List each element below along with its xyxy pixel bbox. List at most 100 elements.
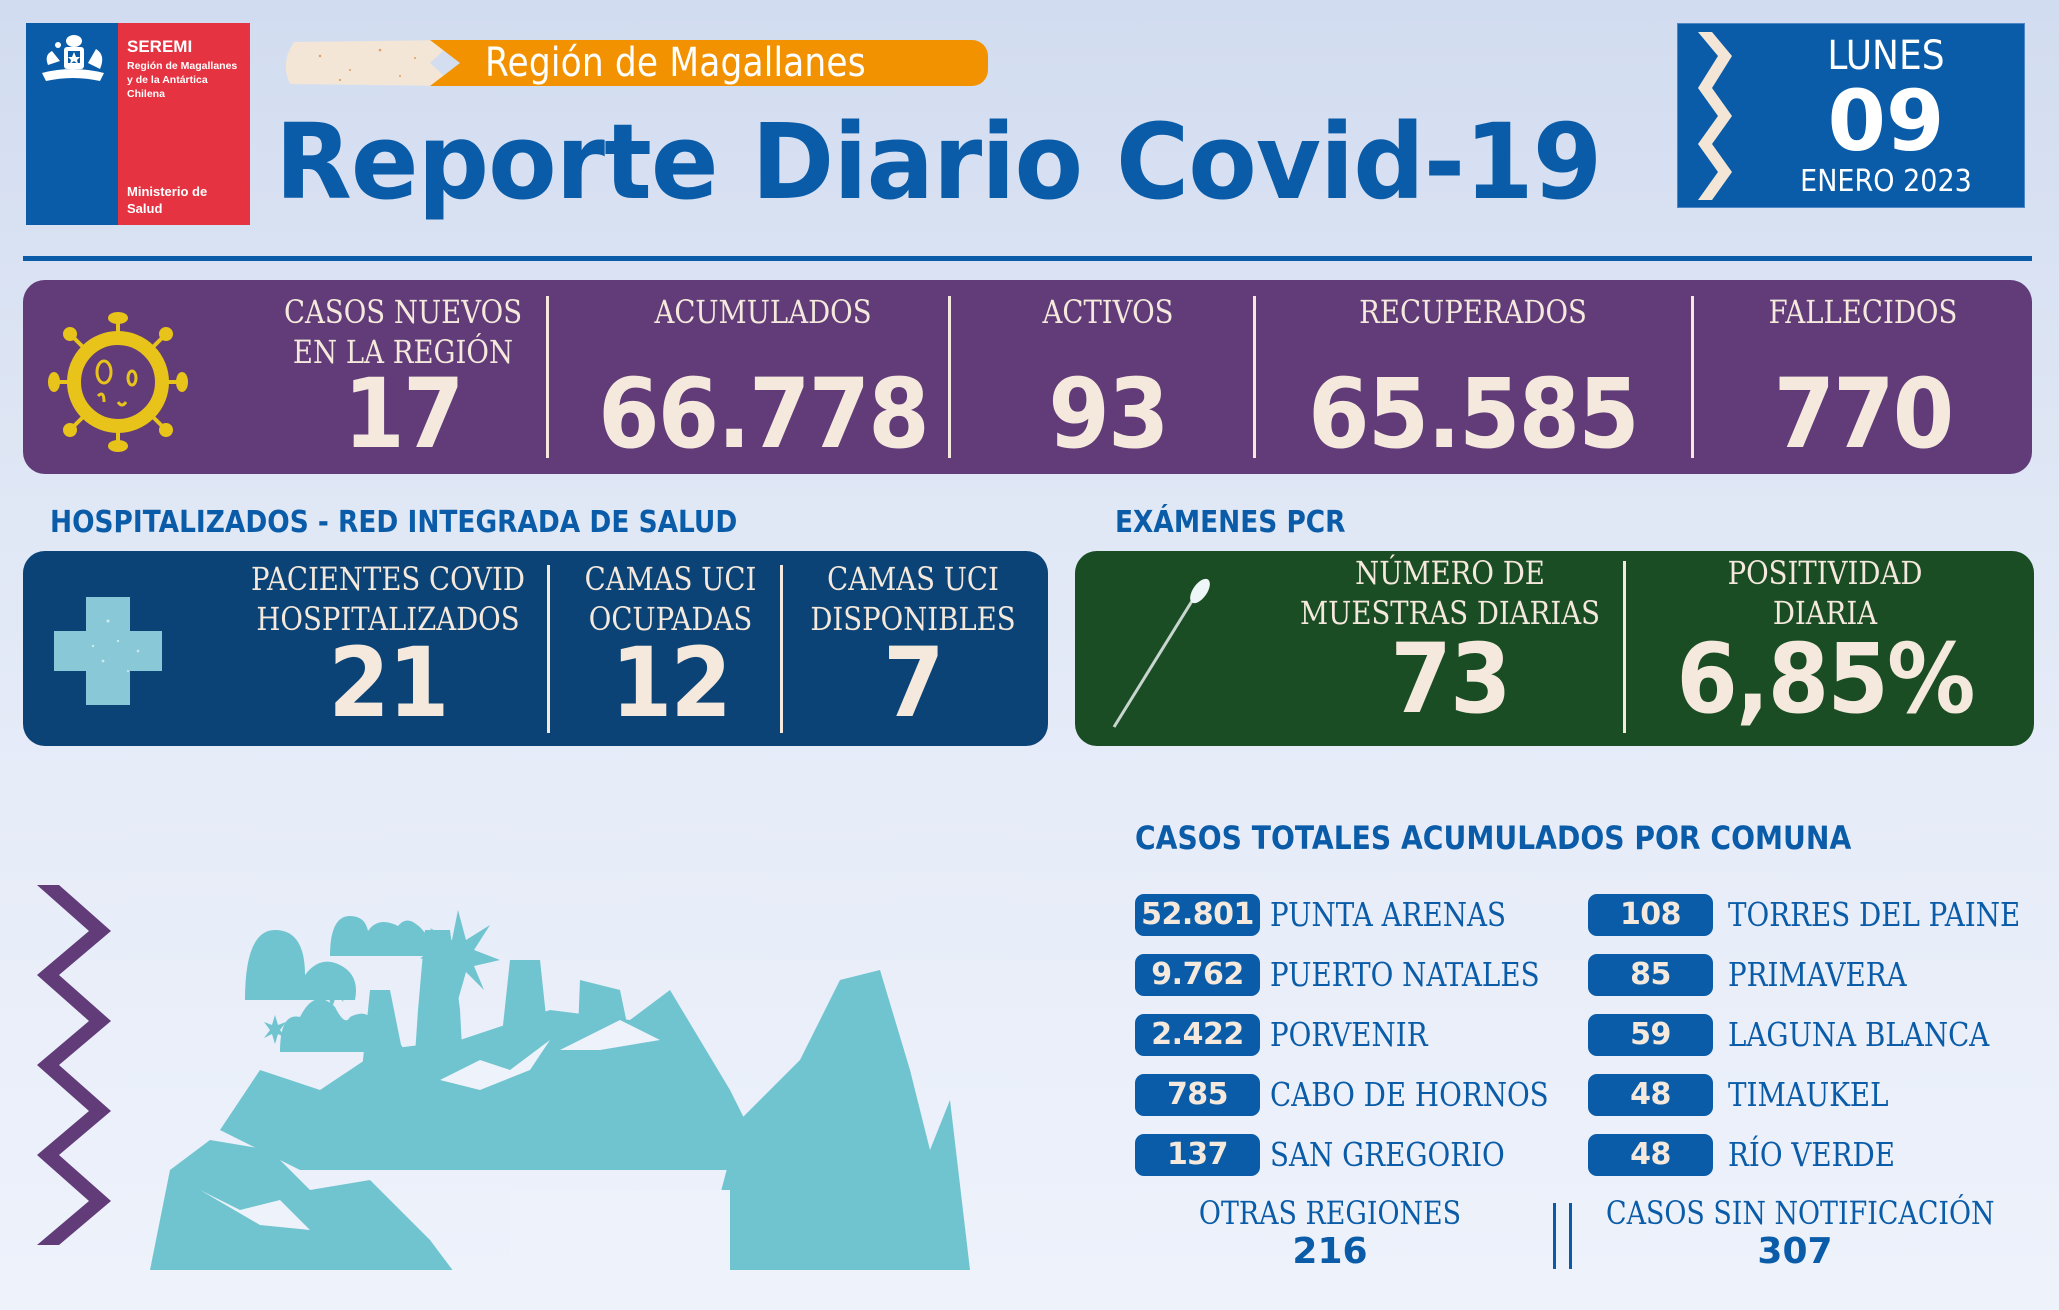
stat-value: 66.778 bbox=[598, 358, 930, 470]
stat-label: FALLECIDOS bbox=[1768, 293, 1958, 331]
ribbon-band bbox=[430, 40, 988, 86]
stat-label: NÚMERO DE bbox=[1355, 554, 1545, 592]
comuna-value: 108 bbox=[1588, 894, 1713, 936]
comuna-value: 785 bbox=[1135, 1074, 1260, 1116]
pcr-card: NÚMERO DE MUESTRAS DIARIAS 73 POSITIVIDA… bbox=[1075, 551, 2034, 746]
stat-label: POSITIVIDAD bbox=[1727, 554, 1923, 592]
stat-camas-uci-disponibles: CAMAS UCI DISPONIBLES 7 bbox=[788, 559, 1038, 733]
logo-region-line: Región de Magallanes bbox=[127, 60, 238, 72]
separator bbox=[1553, 1203, 1556, 1269]
stat-label: ACUMULADOS bbox=[654, 293, 872, 331]
stat-camas-uci-ocupadas: CAMAS UCI OCUPADAS 12 bbox=[553, 559, 788, 733]
stat-label: ACTIVOS bbox=[1042, 293, 1174, 331]
seremi-logo: SEREMI Región de Magallanes y de la Antá… bbox=[26, 23, 250, 225]
stat-value: 73 bbox=[1390, 623, 1511, 735]
stat-label: MUESTRAS DIARIAS bbox=[1299, 594, 1600, 632]
sin-notificacion-label: CASOS SIN NOTIFICACIÓN bbox=[1606, 1194, 1995, 1232]
stat-recuperados: RECUPERADOS 65.585 bbox=[1263, 292, 1683, 464]
stat-label: CAMAS UCI bbox=[584, 560, 757, 598]
purple-zigzag-icon bbox=[37, 885, 111, 1245]
stat-activos: ACTIVOS 93 bbox=[963, 292, 1253, 464]
stat-casos-nuevos: CASOS NUEVOS EN LA REGIÓN 17 bbox=[223, 292, 583, 464]
comuna-value: 48 bbox=[1588, 1134, 1713, 1176]
comuna-value: 137 bbox=[1135, 1134, 1260, 1176]
comuna-name: TORRES DEL PAINE bbox=[1728, 895, 2021, 934]
comuna-name: SAN GREGORIO bbox=[1270, 1135, 1505, 1174]
separator bbox=[546, 296, 549, 458]
comuna-name: PORVENIR bbox=[1270, 1015, 1428, 1054]
separator bbox=[547, 565, 550, 733]
stat-pacientes-hospitalizados: PACIENTES COVID HOSPITALIZADOS 21 bbox=[203, 559, 573, 733]
pcr-heading: EXÁMENES PCR bbox=[1115, 505, 1346, 540]
stat-value: 6,85% bbox=[1676, 623, 1975, 735]
comuna-value: 59 bbox=[1588, 1014, 1713, 1056]
comuna-value: 85 bbox=[1588, 954, 1713, 996]
stat-label: PACIENTES COVID bbox=[251, 560, 525, 598]
separator bbox=[1691, 296, 1694, 458]
sin-notificacion-value: 307 bbox=[1757, 1231, 1833, 1272]
torres-del-paine-illustration bbox=[150, 910, 970, 1270]
comuna-name: PUERTO NATALES bbox=[1270, 955, 1540, 994]
comuna-value: 2.422 bbox=[1135, 1014, 1260, 1056]
logo-ministerio-text: Ministerio de Salud bbox=[127, 183, 207, 217]
date-month-year: ENERO 2023 bbox=[1800, 164, 1972, 199]
hospital-card: PACIENTES COVID HOSPITALIZADOS 21 CAMAS … bbox=[23, 551, 1048, 746]
comuna-value: 9.762 bbox=[1135, 954, 1260, 996]
date-box: LUNES 09 ENERO 2023 bbox=[1677, 23, 2025, 208]
comuna-value: 52.801 bbox=[1135, 894, 1260, 936]
separator bbox=[780, 565, 783, 733]
medical-cross-icon bbox=[54, 597, 162, 705]
comuna-name: PRIMAVERA bbox=[1728, 955, 1907, 994]
comuna-name: RÍO VERDE bbox=[1728, 1135, 1895, 1174]
zigzag-icon bbox=[1698, 32, 1732, 200]
separator bbox=[1253, 296, 1256, 458]
date-day: 09 bbox=[1827, 72, 1945, 170]
date-weekday: LUNES bbox=[1827, 33, 1945, 79]
comuna-name: LAGUNA BLANCA bbox=[1728, 1015, 1990, 1054]
region-ribbon: Región de Magallanes bbox=[280, 36, 988, 90]
stat-label: EN LA REGIÓN bbox=[292, 333, 514, 371]
coat-of-arms-icon bbox=[42, 35, 104, 81]
comuna-name: TIMAUKEL bbox=[1728, 1075, 1889, 1114]
virus-icon bbox=[48, 312, 188, 452]
summary-card: CASOS NUEVOS EN LA REGIÓN 17 ACUMULADOS … bbox=[23, 280, 2032, 474]
separator bbox=[948, 296, 951, 458]
stat-value: 93 bbox=[1048, 358, 1169, 470]
otras-regiones: OTRAS REGIONES 216 bbox=[1150, 1194, 1510, 1272]
logo-red-panel: SEREMI Región de Magallanes y de la Antá… bbox=[118, 23, 250, 225]
ribbon-tail-icon bbox=[285, 40, 455, 86]
stat-label: OCUPADAS bbox=[588, 600, 753, 638]
casos-sin-notificacion: CASOS SIN NOTIFICACIÓN 307 bbox=[1570, 1194, 2020, 1272]
stat-value: 21 bbox=[328, 627, 449, 739]
stat-label: CAMAS UCI bbox=[827, 560, 999, 598]
stat-muestras-diarias: NÚMERO DE MUESTRAS DIARIAS 73 bbox=[1250, 553, 1650, 729]
stat-fallecidos: FALLECIDOS 770 bbox=[1703, 292, 2023, 464]
swab-icon bbox=[1112, 578, 1210, 728]
stat-label: CASOS NUEVOS bbox=[283, 293, 523, 331]
header-divider bbox=[23, 256, 2032, 261]
logo-region-line: Chilena bbox=[127, 88, 165, 100]
otras-regiones-value: 216 bbox=[1292, 1231, 1368, 1272]
stat-positividad-diaria: POSITIVIDAD DIARIA 6,85% bbox=[1635, 553, 2015, 729]
comuna-name: PUNTA ARENAS bbox=[1270, 895, 1506, 934]
separator bbox=[1623, 561, 1626, 733]
stat-label: DISPONIBLES bbox=[810, 600, 1016, 638]
stat-label: HOSPITALIZADOS bbox=[256, 600, 520, 638]
logo-seremi-text: SEREMI bbox=[127, 37, 193, 56]
hospital-heading: HOSPITALIZADOS - RED INTEGRADA DE SALUD bbox=[50, 505, 738, 540]
stat-value: 17 bbox=[343, 358, 464, 470]
stat-value: 7 bbox=[883, 627, 944, 739]
logo-region-line: y de la Antártica bbox=[127, 74, 208, 86]
stat-value: 12 bbox=[610, 627, 732, 739]
stat-value: 770 bbox=[1773, 358, 1955, 470]
comunas-heading: CASOS TOTALES ACUMULADOS POR COMUNA bbox=[1135, 819, 1852, 857]
logo-ministerio-line: Ministerio de bbox=[127, 184, 208, 199]
separator bbox=[1569, 1203, 1572, 1269]
page-title: Reporte Diario Covid-19 bbox=[275, 101, 1602, 223]
logo-region-text: Región de Magallanes y de la Antártica C… bbox=[127, 59, 250, 101]
logo-blue-panel bbox=[26, 23, 118, 225]
stat-acumulados: ACUMULADOS 66.778 bbox=[563, 292, 963, 464]
ribbon-text: Región de Magallanes bbox=[485, 40, 866, 86]
stat-label: DIARIA bbox=[1772, 594, 1878, 632]
comuna-value: 48 bbox=[1588, 1074, 1713, 1116]
